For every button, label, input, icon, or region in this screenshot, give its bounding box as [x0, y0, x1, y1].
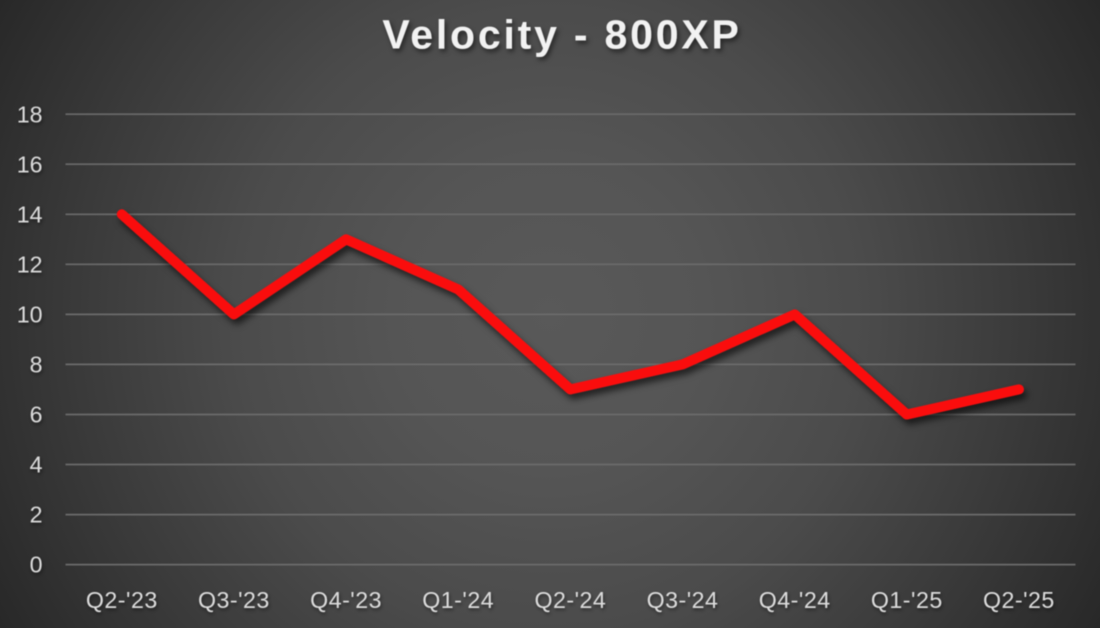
svg-text:8: 8: [30, 352, 43, 378]
svg-text:Q4-'24: Q4-'24: [759, 587, 831, 613]
svg-text:Q2-'23: Q2-'23: [86, 587, 158, 613]
svg-text:12: 12: [17, 251, 43, 277]
svg-text:0: 0: [30, 552, 43, 578]
svg-text:6: 6: [30, 402, 43, 428]
svg-text:18: 18: [17, 101, 43, 127]
svg-text:4: 4: [30, 452, 43, 478]
svg-text:Velocity - 800XP: Velocity - 800XP: [382, 12, 741, 58]
svg-text:Q4-'23: Q4-'23: [310, 587, 382, 613]
svg-text:Q2-'25: Q2-'25: [983, 587, 1055, 613]
svg-text:Q3-'24: Q3-'24: [647, 587, 719, 613]
svg-text:Q3-'23: Q3-'23: [198, 587, 270, 613]
svg-text:10: 10: [17, 302, 43, 328]
svg-text:Q1-'24: Q1-'24: [422, 587, 494, 613]
svg-text:Q1-'25: Q1-'25: [871, 587, 943, 613]
svg-text:14: 14: [17, 201, 43, 227]
svg-text:16: 16: [17, 151, 43, 177]
svg-text:Q2-'24: Q2-'24: [534, 587, 606, 613]
svg-text:2: 2: [30, 502, 43, 528]
